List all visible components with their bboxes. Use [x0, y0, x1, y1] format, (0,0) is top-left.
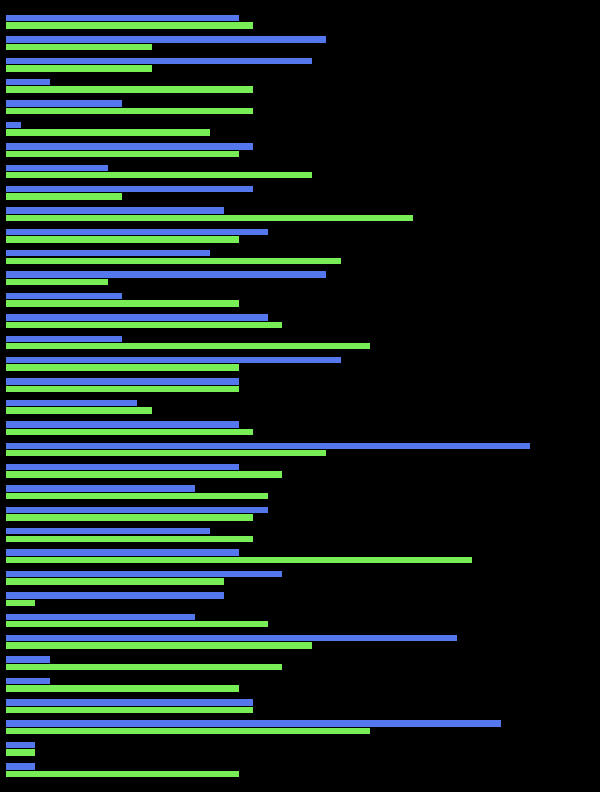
Bar: [6, 364, 239, 371]
Bar: [6, 443, 530, 449]
Bar: [6, 86, 253, 93]
Bar: [6, 279, 108, 285]
Bar: [6, 215, 413, 221]
Bar: [6, 193, 122, 200]
Bar: [6, 172, 311, 178]
Bar: [6, 129, 210, 135]
Bar: [6, 44, 151, 50]
Bar: [6, 493, 268, 499]
Bar: [6, 635, 457, 642]
Bar: [6, 657, 50, 663]
Bar: [6, 165, 108, 171]
Bar: [6, 229, 268, 235]
Bar: [6, 386, 239, 392]
Bar: [6, 485, 195, 492]
Bar: [6, 664, 283, 670]
Bar: [6, 571, 283, 577]
Bar: [6, 36, 326, 43]
Bar: [6, 15, 239, 21]
Bar: [6, 400, 137, 406]
Bar: [6, 79, 50, 86]
Bar: [6, 749, 35, 756]
Bar: [6, 208, 224, 214]
Bar: [6, 514, 253, 520]
Bar: [6, 293, 122, 299]
Bar: [6, 58, 311, 64]
Bar: [6, 186, 253, 192]
Bar: [6, 122, 20, 128]
Bar: [6, 592, 224, 599]
Bar: [6, 101, 122, 107]
Bar: [6, 236, 239, 242]
Bar: [6, 642, 311, 649]
Bar: [6, 699, 253, 706]
Bar: [6, 763, 35, 770]
Bar: [6, 678, 50, 684]
Bar: [6, 22, 253, 29]
Bar: [6, 528, 210, 535]
Bar: [6, 314, 268, 321]
Bar: [6, 257, 341, 264]
Bar: [6, 357, 341, 364]
Bar: [6, 343, 370, 349]
Bar: [6, 421, 239, 428]
Bar: [6, 300, 239, 307]
Bar: [6, 150, 239, 157]
Bar: [6, 771, 239, 777]
Bar: [6, 721, 501, 727]
Bar: [6, 250, 210, 257]
Bar: [6, 272, 326, 278]
Bar: [6, 407, 151, 413]
Bar: [6, 336, 122, 342]
Bar: [6, 450, 326, 456]
Bar: [6, 471, 283, 478]
Bar: [6, 464, 239, 470]
Bar: [6, 614, 195, 620]
Bar: [6, 65, 151, 71]
Bar: [6, 621, 268, 627]
Bar: [6, 550, 239, 556]
Bar: [6, 108, 253, 114]
Bar: [6, 728, 370, 734]
Bar: [6, 507, 268, 513]
Bar: [6, 557, 472, 563]
Bar: [6, 322, 283, 328]
Bar: [6, 578, 224, 584]
Bar: [6, 428, 253, 435]
Bar: [6, 143, 253, 150]
Bar: [6, 742, 35, 748]
Bar: [6, 685, 239, 691]
Bar: [6, 535, 253, 542]
Bar: [6, 379, 239, 385]
Bar: [6, 600, 35, 606]
Bar: [6, 706, 253, 713]
